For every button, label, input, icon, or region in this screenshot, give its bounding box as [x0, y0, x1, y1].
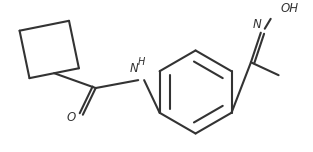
Text: N: N — [253, 18, 261, 31]
Text: N: N — [130, 62, 139, 75]
Text: O: O — [66, 111, 76, 124]
Text: OH: OH — [280, 2, 299, 16]
Text: H: H — [137, 57, 145, 67]
